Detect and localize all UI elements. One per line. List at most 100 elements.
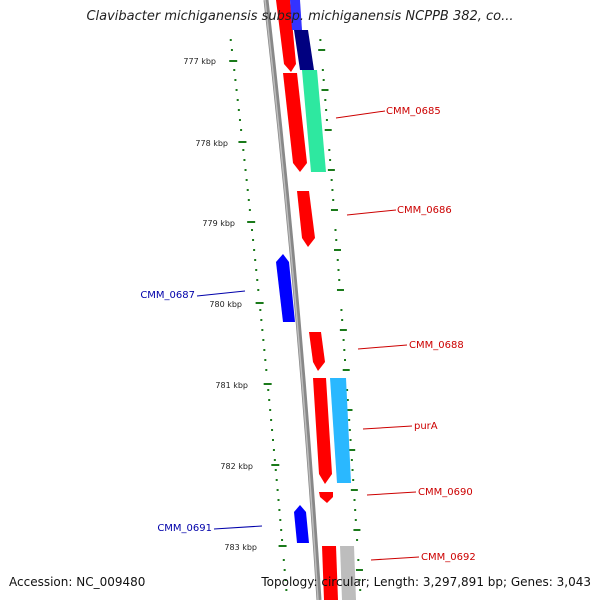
tick-track xyxy=(229,39,363,591)
tick-dot xyxy=(252,239,255,241)
gene-label[interactable]: CMM_0686 xyxy=(397,205,452,216)
tick-dot xyxy=(353,499,356,501)
tick-dot xyxy=(357,559,360,561)
tick-major xyxy=(271,464,280,466)
gene-label[interactable]: CMM_0685 xyxy=(386,106,441,117)
leader-line xyxy=(346,209,397,216)
tick-dot xyxy=(283,569,286,571)
gene-feature[interactable] xyxy=(294,30,314,70)
gene-forward[interactable] xyxy=(276,0,296,72)
gene-forward[interactable] xyxy=(319,492,333,503)
tick-dot xyxy=(242,149,245,151)
gene-forward[interactable] xyxy=(322,546,338,600)
gene-label[interactable]: CMM_0691 xyxy=(157,523,212,534)
tick-dot xyxy=(233,69,236,71)
tick-dot xyxy=(324,99,327,101)
leader-line xyxy=(196,290,246,297)
tick-dot xyxy=(238,119,241,121)
gene-feature[interactable] xyxy=(302,70,326,172)
tick-dot xyxy=(359,589,362,591)
gene-forward[interactable] xyxy=(309,332,325,371)
tick-major xyxy=(353,529,361,531)
tick-major xyxy=(336,289,344,291)
gene-reverse[interactable] xyxy=(290,0,302,30)
tick-major xyxy=(330,209,338,211)
tick-dot xyxy=(356,539,359,541)
kbp-label: 780 kbp xyxy=(209,300,242,309)
gene-label[interactable]: CMM_0690 xyxy=(418,487,473,498)
tick-dot xyxy=(235,89,238,91)
tick-major xyxy=(348,449,356,451)
tick-dot xyxy=(338,279,341,281)
tick-dot xyxy=(341,319,344,321)
tick-dot xyxy=(248,209,251,211)
tick-dot xyxy=(257,289,260,291)
gene-label[interactable]: CMM_0688 xyxy=(409,340,464,351)
label-leaders xyxy=(196,110,420,561)
tick-dot xyxy=(271,429,274,431)
gene-track xyxy=(276,0,356,600)
gene-feature[interactable] xyxy=(330,378,351,483)
gene-feature[interactable] xyxy=(340,546,356,600)
tick-dot xyxy=(344,359,347,361)
gene-forward[interactable] xyxy=(297,191,315,247)
tick-dot xyxy=(229,39,232,41)
gene-forward[interactable] xyxy=(313,378,332,484)
topology-text: Topology: circular; Length: 3,297,891 bp… xyxy=(261,575,591,589)
tick-dot xyxy=(342,339,345,341)
kbp-label: 779 kbp xyxy=(202,219,235,228)
tick-dot xyxy=(275,479,278,481)
tick-dot xyxy=(346,389,349,391)
tick-dot xyxy=(269,409,272,411)
gene-reverse[interactable] xyxy=(294,505,309,543)
kbp-labels: 777 kbp 778 kbp 779 kbp 780 kbp 781 kbp … xyxy=(183,57,257,552)
tick-dot xyxy=(230,49,233,51)
tick-dot xyxy=(263,349,266,351)
genome-backbone-shine xyxy=(264,0,319,600)
tick-dot xyxy=(260,319,263,321)
leader-line xyxy=(335,110,386,119)
tick-dot xyxy=(237,109,240,111)
gene-label[interactable]: CMM_0687 xyxy=(140,290,195,301)
tick-dot xyxy=(251,229,254,231)
gene-label[interactable]: purA xyxy=(414,421,438,432)
tick-major xyxy=(342,369,350,371)
tick-dot xyxy=(348,429,351,431)
tick-dot xyxy=(271,439,274,441)
tick-major xyxy=(355,569,363,571)
kbp-label: 777 kbp xyxy=(183,57,216,66)
tick-dot xyxy=(234,79,237,81)
tick-major xyxy=(318,49,326,51)
tick-major xyxy=(247,221,256,223)
tick-dot xyxy=(351,469,354,471)
tick-major xyxy=(278,545,287,547)
accession-text: Accession: NC_009480 xyxy=(9,575,146,589)
tick-dot xyxy=(253,249,256,251)
tick-dot xyxy=(247,199,250,201)
gene-label[interactable]: CMM_0692 xyxy=(421,552,476,563)
tick-dot xyxy=(325,119,328,121)
gene-forward[interactable] xyxy=(283,73,307,172)
tick-dot xyxy=(336,259,339,261)
tick-dot xyxy=(279,519,282,521)
tick-dot xyxy=(280,529,283,531)
tick-dot xyxy=(243,159,246,161)
genome-backbone xyxy=(263,0,322,600)
tick-dot xyxy=(273,459,276,461)
gene-reverse[interactable] xyxy=(276,254,295,322)
tick-major xyxy=(350,489,358,491)
tick-dot xyxy=(321,69,324,71)
leader-line xyxy=(213,525,263,530)
tick-dot xyxy=(246,189,249,191)
tick-dot xyxy=(278,509,281,511)
leader-line xyxy=(357,344,408,350)
tick-major xyxy=(229,60,238,62)
gene-labels: CMM_0685 CMM_0686 CMM_0687 CMM_0688 purA… xyxy=(140,106,475,563)
leader-line xyxy=(370,556,420,561)
tick-dot xyxy=(262,339,265,341)
tick-dot xyxy=(245,179,248,181)
kbp-label: 782 kbp xyxy=(220,462,253,471)
tick-dot xyxy=(348,419,351,421)
tick-dot xyxy=(349,439,352,441)
